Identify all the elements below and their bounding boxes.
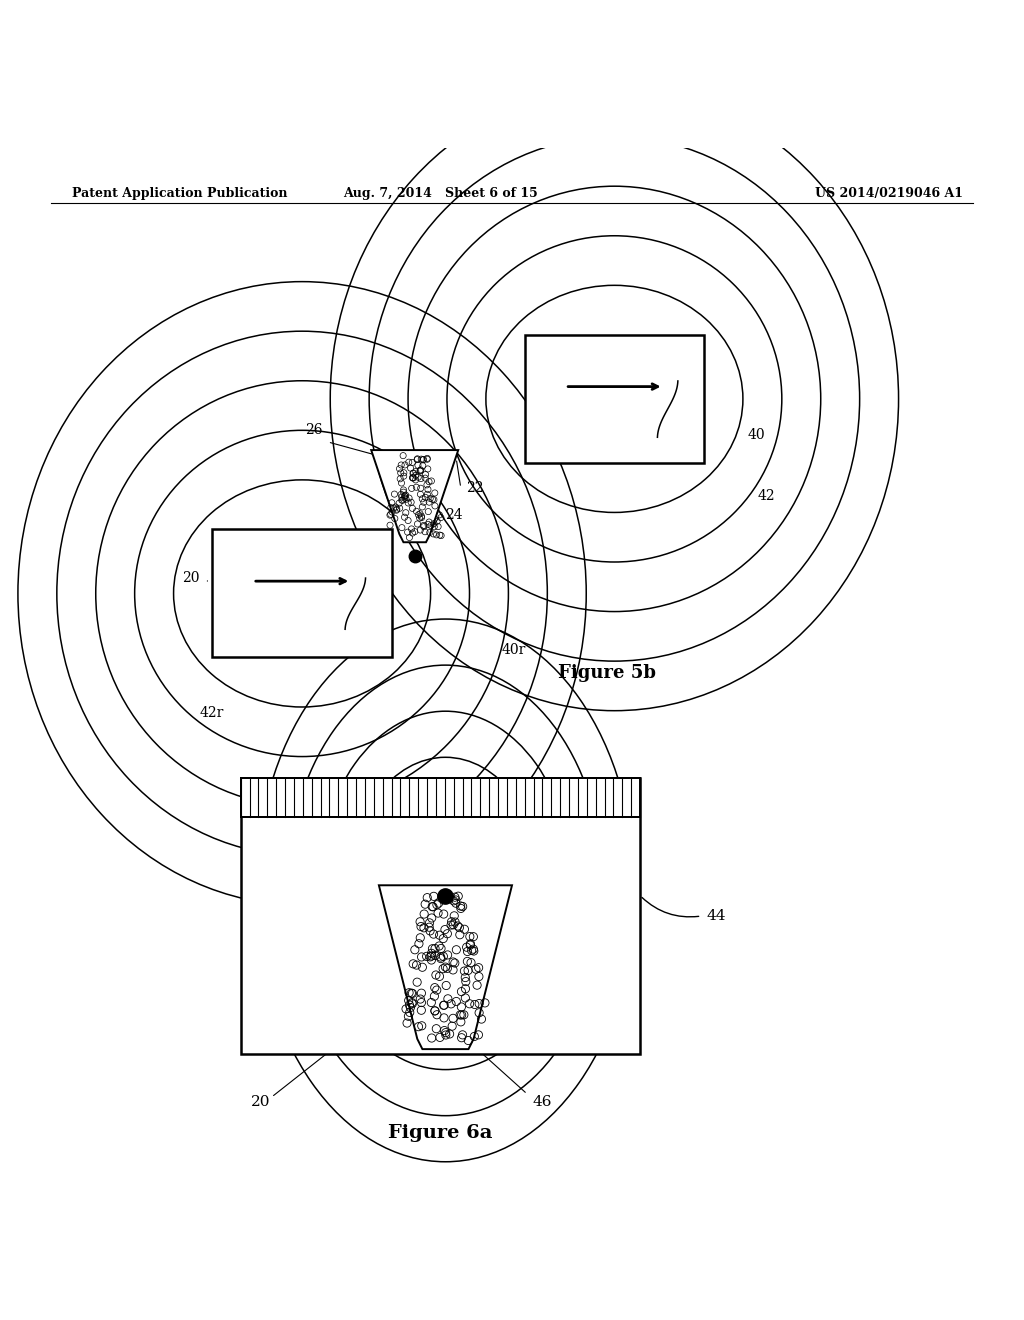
Text: 40r: 40r: [502, 643, 526, 657]
Text: 20: 20: [251, 1096, 270, 1109]
Text: 22: 22: [466, 480, 483, 495]
Text: 40: 40: [748, 428, 765, 442]
Bar: [241, 777, 640, 1055]
Bar: [213, 529, 391, 657]
Text: 20: 20: [182, 572, 200, 585]
Text: 42: 42: [758, 490, 775, 503]
Polygon shape: [372, 450, 459, 543]
Text: Patent Application Publication: Patent Application Publication: [72, 187, 287, 199]
Text: 24: 24: [558, 1040, 578, 1055]
Text: 42r: 42r: [200, 706, 224, 721]
Bar: [241, 777, 640, 817]
Text: 26: 26: [305, 422, 323, 437]
Text: Figure 5b: Figure 5b: [558, 664, 656, 682]
Text: 46: 46: [532, 1096, 552, 1109]
Bar: [524, 335, 705, 463]
Text: 44: 44: [707, 909, 726, 923]
Text: 24: 24: [445, 508, 463, 521]
Polygon shape: [379, 886, 512, 1049]
Text: 22: 22: [573, 1014, 593, 1027]
Text: Figure 6a: Figure 6a: [388, 1125, 493, 1142]
Text: Aug. 7, 2014   Sheet 6 of 15: Aug. 7, 2014 Sheet 6 of 15: [343, 187, 538, 199]
Text: 26: 26: [276, 924, 298, 939]
Text: US 2014/0219046 A1: US 2014/0219046 A1: [814, 187, 963, 199]
